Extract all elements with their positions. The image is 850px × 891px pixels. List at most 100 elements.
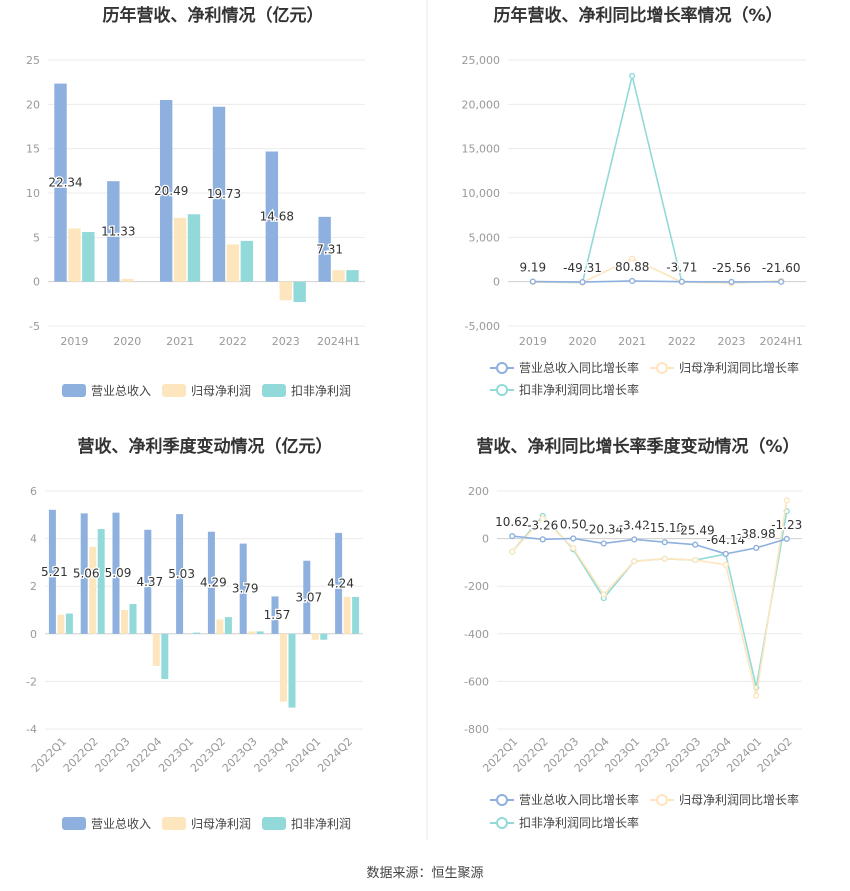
point-net_profit: [539, 515, 546, 522]
bar-revenue: [318, 216, 331, 282]
data-label: 5.09: [105, 566, 132, 580]
x-tick-label: 2020: [569, 335, 597, 348]
legend-label: 归母净利润同比增长率: [679, 360, 799, 375]
y-tick-label: 25,000: [462, 54, 501, 67]
bar-deducted_profit: [97, 529, 105, 634]
legend-label: 营业总收入同比增长率: [519, 792, 639, 807]
legend-swatch-revenue: [62, 817, 86, 830]
legend-label: 营业总收入同比增长率: [519, 360, 639, 375]
legend-label: 营业总收入: [91, 817, 151, 831]
x-tick-label: 2019: [519, 335, 547, 348]
point-revenue: [579, 279, 586, 286]
point-net_profit: [600, 591, 607, 598]
bar-revenue: [335, 532, 343, 634]
point-net_profit: [783, 497, 790, 504]
legend-marker-deducted_profit: [496, 384, 508, 396]
bar-revenue: [176, 514, 184, 634]
bar-net_profit: [68, 228, 81, 282]
y-tick-label: 4: [30, 533, 37, 546]
legend-swatch-revenue: [62, 384, 86, 397]
x-tick-label: 2023: [272, 335, 300, 348]
data-label: -15.10: [645, 521, 684, 535]
point-revenue: [678, 278, 685, 285]
bar-net_profit: [248, 631, 256, 634]
data-source-note: 数据来源：恒生聚源: [366, 866, 484, 881]
point-revenue: [661, 539, 668, 546]
bar-deducted_profit: [352, 596, 360, 634]
y-tick-label: -4: [26, 723, 37, 736]
point-revenue: [529, 278, 536, 285]
point-net_profit: [629, 255, 636, 262]
point-revenue: [722, 550, 729, 557]
bar-net_profit: [89, 546, 97, 634]
y-tick-label: -400: [464, 628, 489, 641]
data-label: -64.14: [706, 533, 745, 547]
point-net_profit: [692, 556, 699, 564]
bar-deducted_profit: [129, 604, 137, 634]
legend-marker-revenue: [496, 794, 508, 806]
bar-revenue: [207, 531, 215, 634]
legend-label: 归母净利润: [191, 384, 251, 398]
legend-marker-net_profit: [656, 794, 668, 806]
point-revenue: [600, 540, 607, 547]
legend-swatch-deducted_profit: [262, 817, 286, 830]
data-label: 3.79: [232, 582, 259, 596]
point-net_profit: [753, 692, 760, 699]
y-tick-label: 10: [26, 187, 40, 200]
point-deducted_profit: [629, 72, 636, 80]
legend-label: 扣非净利润: [291, 384, 351, 398]
bar-net_profit: [279, 281, 292, 301]
point-net_profit: [631, 558, 638, 565]
bar-deducted_profit: [256, 631, 264, 634]
point-net_profit: [722, 561, 729, 568]
bar-deducted_profit: [240, 240, 254, 282]
data-label: -20.34: [584, 522, 623, 536]
point-net_profit: [570, 545, 577, 552]
quarterly-values-chart: 营收、净利季度变动情况（亿元）-4-202462022Q12022Q22022Q…: [26, 436, 363, 831]
point-net_profit: [661, 555, 668, 562]
bar-net_profit: [152, 633, 160, 666]
x-tick-label: 2023: [718, 335, 746, 348]
legend-marker-revenue: [496, 362, 508, 374]
data-label: 11.33: [101, 224, 135, 238]
x-tick-label: 2024Q2: [315, 735, 355, 775]
data-label: -49.31: [563, 261, 602, 275]
y-tick-label: -200: [464, 580, 489, 593]
point-revenue: [753, 544, 760, 551]
y-tick-label: 20: [26, 98, 40, 111]
point-revenue: [570, 535, 577, 542]
chart-title: 营收、净利同比增长率季度变动情况（%）: [476, 436, 799, 457]
x-tick-label: 2022: [668, 335, 696, 348]
data-label: 9.19: [519, 261, 546, 275]
point-revenue: [539, 536, 546, 543]
data-label: -3.71: [666, 261, 697, 275]
data-label: -38.98: [737, 527, 776, 541]
data-label: -1.23: [771, 518, 802, 532]
data-label: 4.24: [327, 576, 354, 590]
y-tick-label: 5: [33, 231, 40, 244]
bar-deducted_profit: [65, 613, 73, 634]
bar-deducted_profit: [293, 281, 306, 303]
y-tick-label: -600: [464, 675, 489, 688]
data-label: 10.62: [495, 515, 529, 529]
data-label: 22.34: [48, 176, 82, 190]
bar-revenue: [271, 596, 279, 634]
bar-deducted_profit: [161, 633, 169, 680]
bar-net_profit: [121, 279, 134, 282]
bar-net_profit: [343, 596, 351, 634]
bar-deducted_profit: [346, 270, 359, 282]
line-revenue: [532, 280, 782, 283]
data-label: 5.03: [168, 567, 195, 581]
x-tick-label: 2020: [113, 335, 141, 348]
annual-growth-chart: 历年营收、净利同比增长率情况（%） -5,000 0 5,000 10,000 15,00…: [462, 5, 806, 397]
bar-net_profit: [216, 619, 224, 634]
y-tick-label: 20,000: [462, 98, 501, 111]
x-tick-label: 2024H1: [760, 335, 803, 348]
chart-title: 历年营收、净利同比增长率情况（%）: [493, 5, 782, 26]
legend-marker-net_profit: [656, 362, 668, 374]
data-label: -3.42: [619, 518, 650, 532]
bar-revenue: [265, 151, 279, 282]
legend-label: 归母净利润同比增长率: [679, 792, 799, 807]
data-label: 1.57: [264, 608, 291, 622]
